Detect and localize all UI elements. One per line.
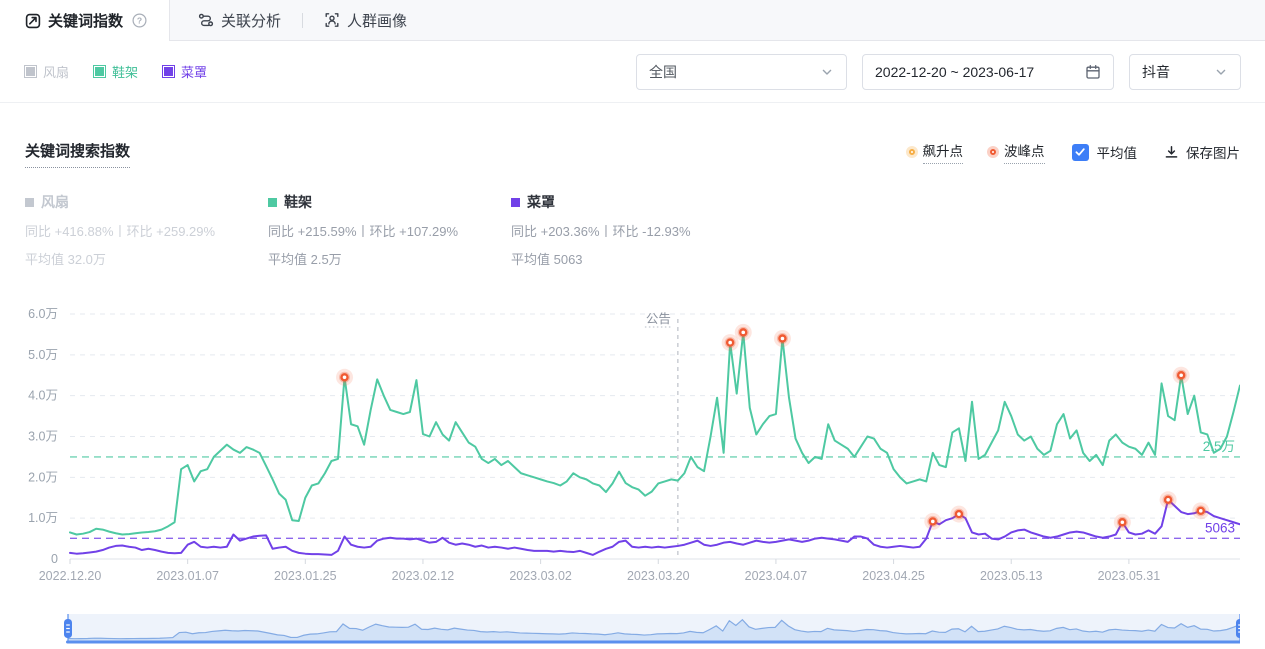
trend-icon (25, 13, 41, 29)
stat-swatch (268, 197, 277, 207)
save-image-label: 保存图片 (1186, 146, 1240, 161)
keyword-index-line-chart[interactable]: 0 1.0万 2.0万 3.0万 4.0万 5.0万 6.0万 2022.12.20 2023.… (25, 262, 1240, 586)
svg-text:4.0万: 4.0万 (28, 389, 58, 403)
chart-title: 关键词搜索指数 (25, 140, 131, 168)
date-range-value: 2022-12-20 ~ 2023-06-17 (875, 63, 1035, 80)
svg-text:2023.05.31: 2023.05.31 (1098, 569, 1161, 583)
chevron-down-icon (820, 65, 834, 79)
tabbar-inactive-area: 关联分析 人群画像 (170, 0, 1265, 41)
peak-point-icon (990, 149, 996, 155)
keyword-swatch (24, 65, 37, 78)
keyword-swatch (93, 65, 107, 78)
tab-relation-analysis-label: 关联分析 (221, 12, 282, 30)
filter-controls: 全国 2022-12-20 ~ 2023-06-17 抖音 (636, 53, 1241, 90)
keyword-stats: 风扇 同比 +416.88%丨环比 +259.29% 平均值 32.0万 鞋架 … (25, 192, 1240, 267)
svg-text:?: ? (137, 16, 142, 26)
date-range-picker[interactable]: 2022-12-20 ~ 2023-06-17 (862, 53, 1114, 90)
average-toggle[interactable]: 平均值 (1071, 142, 1138, 162)
keyword-chip-fengshan[interactable]: 风扇 (24, 62, 69, 81)
platform-select[interactable]: 抖音 (1129, 53, 1241, 90)
stat-compare: 同比 +203.36%丨环比 -12.93% (511, 224, 691, 239)
platform-select-value: 抖音 (1142, 63, 1170, 80)
time-range-brush[interactable] (25, 610, 1240, 648)
surge-point-icon (908, 149, 915, 155)
help-icon[interactable]: ? (132, 13, 147, 28)
svg-text:2022.12.20: 2022.12.20 (39, 569, 102, 583)
region-select-value: 全国 (649, 63, 677, 80)
stat-name-row: 风扇 (25, 192, 268, 212)
peak-point-label: 波峰点 (1004, 140, 1045, 164)
checkbox-checked-icon[interactable] (1071, 143, 1089, 161)
svg-text:2023.01.07: 2023.01.07 (156, 569, 219, 583)
svg-text:6.0万: 6.0万 (28, 307, 58, 321)
region-select[interactable]: 全国 (636, 53, 847, 90)
surge-point-label: 飙升点 (922, 140, 963, 164)
keyword-chip-caizhao[interactable]: 菜罩 (162, 62, 207, 81)
svg-text:2.0万: 2.0万 (28, 470, 58, 484)
chart-header: 关键词搜索指数 飙升点 波峰点 平均值 (25, 140, 1240, 168)
chart-section: 关键词搜索指数 飙升点 波峰点 平均值 (0, 140, 1265, 648)
stat-xiejia: 鞋架 同比 +215.59%丨环比 +107.29% 平均值 2.5万 (268, 192, 511, 267)
stat-keyword: 菜罩 (527, 194, 555, 210)
download-icon (1164, 145, 1179, 160)
svg-text:5063: 5063 (1205, 520, 1235, 535)
tab-audience-portrait-label: 人群画像 (347, 12, 408, 30)
chart-legend-controls: 飙升点 波峰点 平均值 保存图片 (908, 140, 1240, 164)
svg-text:公告: 公告 (646, 312, 671, 326)
svg-text:2.5万: 2.5万 (1203, 439, 1235, 454)
svg-text:3.0万: 3.0万 (28, 430, 58, 444)
save-image-button[interactable]: 保存图片 (1164, 142, 1240, 162)
top-tabbar: 关键词指数 ? 关联分析 (0, 0, 1265, 41)
svg-text:1.0万: 1.0万 (28, 511, 58, 525)
tab-divider (302, 12, 304, 28)
audience-portrait-icon (324, 12, 340, 28)
stat-keyword: 风扇 (41, 194, 69, 210)
tab-relation-analysis[interactable]: 关联分析 (196, 10, 283, 31)
keyword-chip-label: 菜罩 (181, 65, 208, 80)
peak-point-legend[interactable]: 波峰点 (990, 140, 1045, 164)
stat-compare: 同比 +416.88%丨环比 +259.29% (25, 224, 216, 239)
stat-average: 平均值 32.0万 (25, 252, 106, 267)
keyword-chips: 风扇 鞋架 菜罩 (24, 62, 207, 81)
svg-text:0: 0 (51, 552, 58, 566)
brush-handle-right[interactable] (1236, 619, 1240, 638)
surge-point-legend[interactable]: 飙升点 (908, 140, 963, 164)
svg-text:2023.04.07: 2023.04.07 (745, 569, 808, 583)
svg-text:2023.04.25: 2023.04.25 (862, 569, 925, 583)
svg-text:2023.03.20: 2023.03.20 (627, 569, 690, 583)
calendar-icon (1085, 64, 1101, 80)
tab-audience-portrait[interactable]: 人群画像 (322, 10, 409, 31)
svg-text:5.0万: 5.0万 (28, 348, 58, 362)
stat-swatch (25, 197, 34, 207)
stat-average: 平均值 5063 (511, 252, 583, 267)
stat-fengshan: 风扇 同比 +416.88%丨环比 +259.29% 平均值 32.0万 (25, 192, 268, 267)
filter-bar: 风扇 鞋架 菜罩 全国 2022-12-20 ~ 2023-06-17 (0, 41, 1265, 103)
link-analysis-icon (198, 12, 214, 28)
svg-text:2023.01.25: 2023.01.25 (274, 569, 337, 583)
tab-keyword-index-label: 关键词指数 (48, 13, 124, 30)
stat-swatch (511, 197, 520, 207)
stat-name-row: 菜罩 (511, 192, 754, 212)
stat-keyword: 鞋架 (284, 194, 312, 210)
keyword-chip-xiejia[interactable]: 鞋架 (93, 62, 138, 81)
keyword-chip-label: 鞋架 (112, 65, 139, 80)
svg-text:2023.03.02: 2023.03.02 (509, 569, 572, 583)
stat-name-row: 鞋架 (268, 192, 511, 212)
chevron-down-icon (1214, 65, 1228, 79)
stat-caizhao: 菜罩 同比 +203.36%丨环比 -12.93% 平均值 5063 (511, 192, 754, 267)
stat-average: 平均值 2.5万 (268, 252, 342, 267)
svg-text:2023.02.12: 2023.02.12 (392, 569, 455, 583)
average-toggle-label: 平均值 (1096, 146, 1138, 161)
keyword-chip-label: 风扇 (43, 65, 70, 80)
svg-text:2023.05.13: 2023.05.13 (980, 569, 1043, 583)
stat-compare: 同比 +215.59%丨环比 +107.29% (268, 224, 459, 239)
tab-keyword-index[interactable]: 关键词指数 ? (0, 0, 171, 41)
keyword-swatch (162, 65, 176, 78)
